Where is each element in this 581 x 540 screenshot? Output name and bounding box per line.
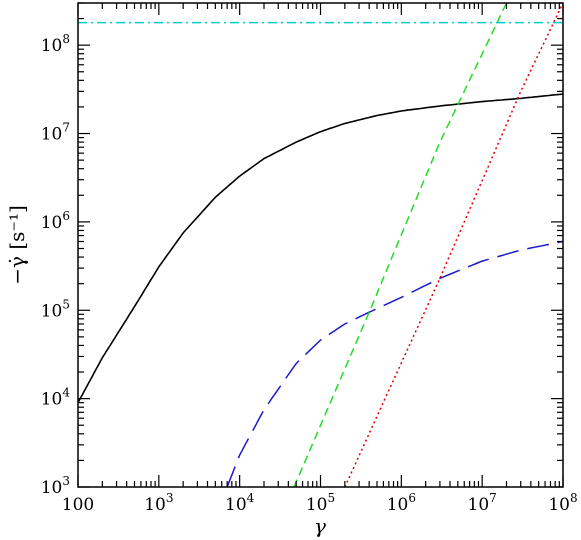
x-tick-label: 103 <box>144 491 173 515</box>
plot-frame <box>77 2 564 488</box>
y-tick-label: 104 <box>41 386 71 410</box>
series-line-3 <box>293 3 508 487</box>
y-tick-label: 103 <box>41 474 70 498</box>
series-line-4 <box>344 3 563 487</box>
y-tick-label: 107 <box>41 121 70 145</box>
tick-layer <box>77 2 564 488</box>
x-tick-label: 108 <box>548 491 577 515</box>
y-tick-label: 108 <box>41 32 70 56</box>
x-tick-label: 107 <box>468 491 497 515</box>
series-layer <box>78 3 563 487</box>
y-axis-label: −γ̇ [s⁻¹] <box>5 205 29 285</box>
series-line-1 <box>78 93 563 404</box>
x-tick-label: 106 <box>387 491 416 515</box>
x-axis-label: γ <box>314 514 326 538</box>
x-tick-label: 105 <box>306 491 335 515</box>
y-tick-label: 105 <box>41 297 70 321</box>
x-tick-label: 100 <box>62 495 94 515</box>
y-tick-label: 106 <box>41 209 70 233</box>
series-line-2 <box>226 240 563 487</box>
x-tick-label: 104 <box>225 491 255 515</box>
